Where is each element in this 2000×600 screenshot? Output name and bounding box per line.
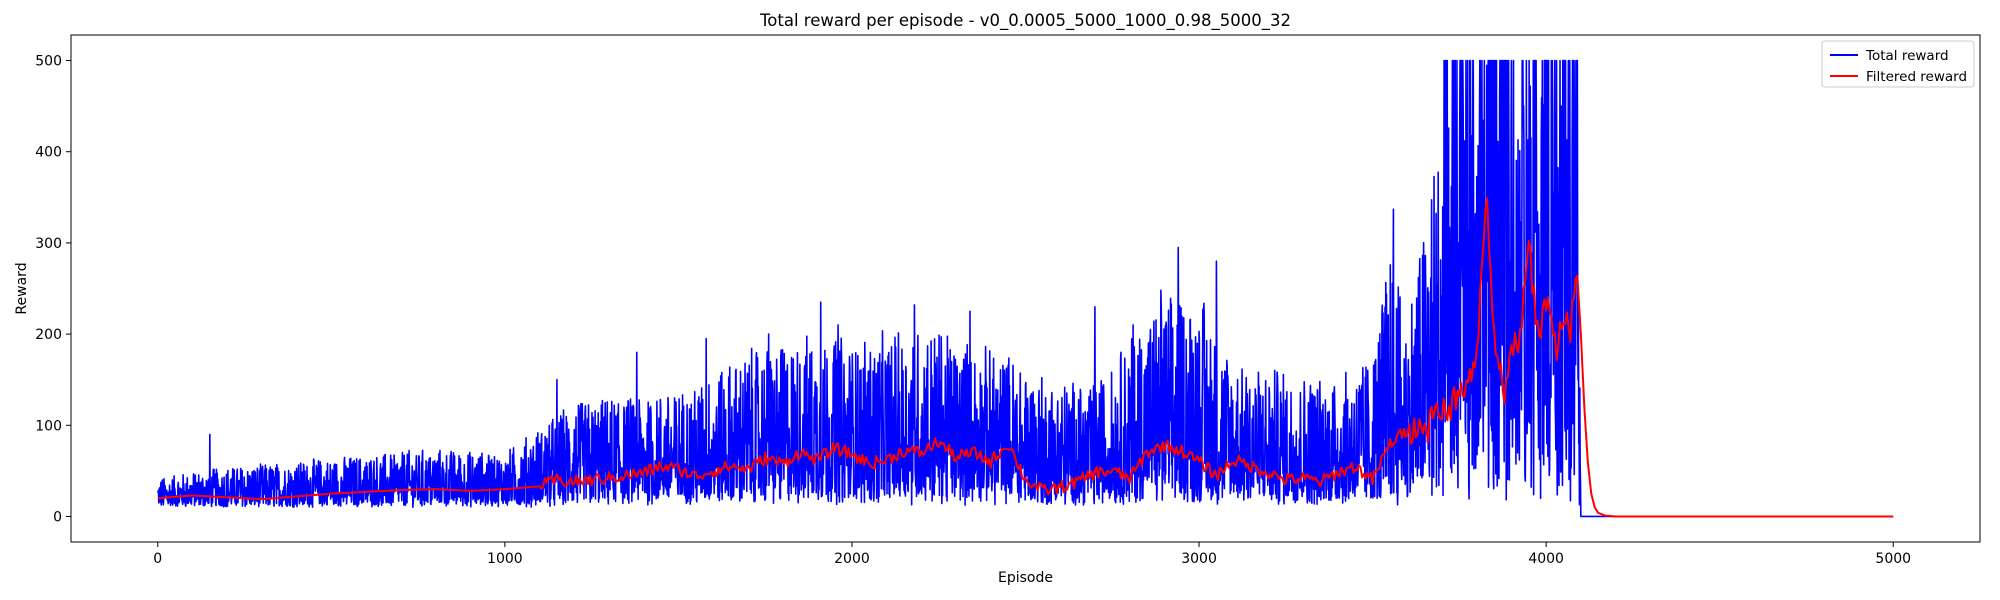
x-tick-label: 4000 (1528, 551, 1564, 567)
y-tick-label: 400 (35, 145, 62, 161)
y-tick-label: 200 (35, 327, 62, 343)
legend: Total reward Filtered reward (1821, 40, 1975, 88)
legend-box (1821, 40, 1975, 88)
x-axis: 0 1000 2000 3000 4000 5000 (153, 542, 1911, 567)
filtered-reward-series (157, 197, 1894, 518)
x-tick-label: 1000 (487, 551, 523, 567)
x-axis-title: Episode (998, 570, 1053, 586)
y-axis-title: Reward (14, 262, 30, 314)
x-tick-label: 5000 (1875, 551, 1911, 567)
chart-title: Total reward per episode - v0_0.0005_500… (759, 11, 1291, 31)
y-axis: 0 100 200 300 400 500 (35, 54, 71, 525)
plot-area (156, 59, 1894, 518)
y-tick-label: 300 (35, 236, 62, 252)
x-tick-label: 2000 (834, 551, 870, 567)
legend-label-total-reward: Total reward (1865, 48, 1949, 64)
filtered-reward-line (157, 197, 1894, 518)
y-tick-label: 0 (53, 509, 62, 525)
x-tick-label: 0 (153, 551, 162, 567)
y-tick-label: 100 (35, 418, 62, 434)
legend-label-filtered-reward: Filtered reward (1866, 69, 1967, 85)
plot-frame (70, 34, 1981, 543)
y-tick-label: 500 (35, 54, 62, 70)
x-tick-label: 3000 (1181, 551, 1217, 567)
